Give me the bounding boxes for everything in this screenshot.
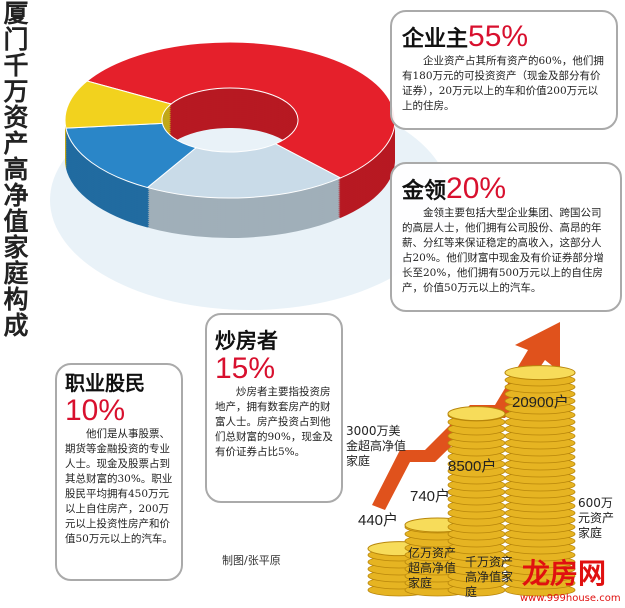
group-name: 炒房者 (215, 329, 278, 353)
coin-value-label: 740户 (410, 488, 451, 505)
donut-slice-金领 (146, 143, 342, 199)
group-desc: 炒房者主要指投资房地产，拥有数套房产的财富人士。房产投资占到他们总财富的90%，… (215, 386, 333, 458)
group-percent: 10% (65, 394, 126, 427)
coin-chart (367, 322, 576, 597)
coin-stack-2 (447, 406, 506, 422)
credit: 制图/张平原 (222, 554, 281, 567)
donut-slice-炒房者 (65, 122, 198, 189)
card-gold-collar: 金领20% 金领主要包括大型企业集团、跨国公司的高层人士，他们拥有公司股份、高昂… (390, 162, 622, 312)
card-enterprise-owner: 企业主55% 企业资产占其所有资产的60%，他们拥有180万元的可投资资产（现金… (390, 10, 618, 130)
card-pro-investor: 职业股民 10% 他们是从事股票、期货等金融投资的专业人士。现金及股票占到其总财… (55, 363, 183, 581)
donut-chart (50, 41, 450, 310)
coin-category-label: 600万元资产家庭 (578, 496, 615, 540)
group-desc: 企业资产占其所有资产的60%，他们拥有180万元的可投资资产（现金及部分有价证券… (402, 55, 604, 112)
coin-stack-3 (504, 365, 576, 381)
group-desc: 他们是从事股票、期货等金融投资的专业人士。现金及股票占到其总财富的30%。职业股… (65, 428, 173, 545)
donut-slice-企业主 (86, 41, 396, 179)
watermark-logo: 龙房网 (522, 557, 607, 590)
group-name: 金领 (402, 179, 447, 204)
group-name: 企业主 (402, 27, 469, 52)
group-desc: 金领主要包括大型企业集团、跨国公司的高层人士，他们拥有公司股份、高昂的年薪、分红… (402, 207, 604, 294)
coin-value-label: 8500户 (448, 458, 497, 475)
group-name: 职业股民 (65, 371, 145, 395)
coin-value-label: 20900户 (512, 394, 569, 411)
infographic-title: 厦门千万资产高净值家庭构成 (0, 0, 29, 338)
coin-category-label: 亿万资产超高净值家庭 (408, 546, 457, 590)
watermark-url: www.999house.com (520, 593, 621, 604)
coin-value-label: 440户 (358, 512, 399, 529)
group-percent: 55% (468, 20, 529, 53)
card-property-speculator: 炒房者 15% 炒房者主要指投资房地产，拥有数套房产的财富人士。房产投资占到他们… (205, 313, 343, 503)
coin-category-label: 千万资产高净值家庭 (465, 555, 514, 599)
group-percent: 15% (215, 352, 276, 385)
donut-slice-职业股民 (64, 80, 173, 129)
group-percent: 20% (446, 172, 507, 205)
coin-category-label: 3000万美金超高净值家庭 (346, 424, 407, 468)
